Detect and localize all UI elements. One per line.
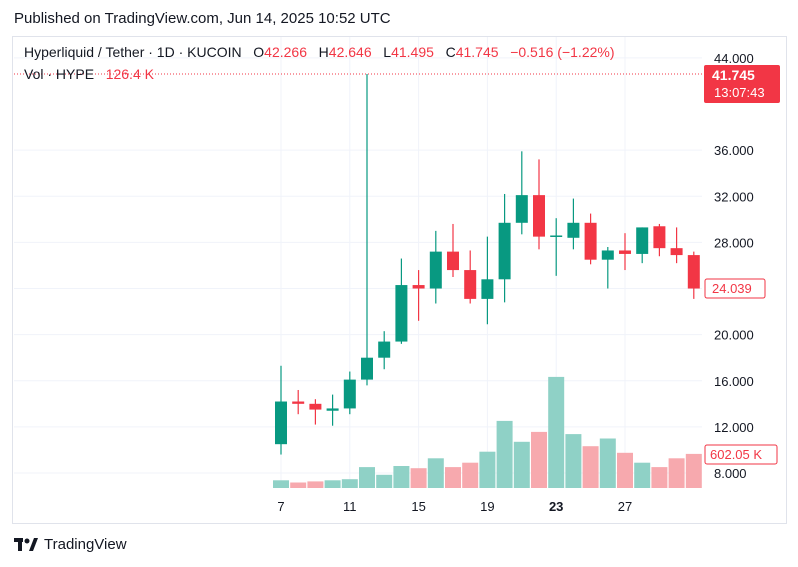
- x-tick-label: 15: [411, 499, 425, 514]
- low-value: 41.495: [391, 44, 434, 60]
- volume-bar: [582, 446, 599, 488]
- symbol-label[interactable]: Hyperliquid / Tether · 1D · KUCOIN: [24, 44, 242, 60]
- footer: TradingView: [14, 536, 127, 553]
- candle-body: [395, 285, 408, 342]
- candle-body: [464, 270, 477, 299]
- volume-legend: Vol · HYPE 126.4 K: [24, 66, 154, 82]
- volume-bar: [496, 420, 513, 488]
- published-note: Published on TradingView.com, Jun 14, 20…: [14, 10, 391, 27]
- volume-bar: [479, 451, 496, 488]
- candle-body: [429, 251, 442, 289]
- candle-body: [412, 285, 425, 289]
- candle-body: [361, 357, 373, 380]
- ohlc-legend: Hyperliquid / Tether · 1D · KUCOIN O42.2…: [24, 44, 615, 60]
- close-value: 41.745: [455, 44, 499, 60]
- volume-bar: [341, 479, 358, 488]
- volume-bar: [273, 480, 289, 488]
- low-label: L: [383, 44, 392, 60]
- volume-marker-box: [704, 444, 778, 465]
- candle-body: [653, 226, 666, 249]
- high-value: 42.646: [328, 44, 372, 60]
- volume-marker-label: 602.05 K: [710, 447, 762, 462]
- volume-value: 126.4 K: [105, 66, 154, 82]
- y-tick-label: 32.000: [714, 189, 754, 204]
- volume-bar: [462, 462, 479, 488]
- tradingview-logo-icon[interactable]: [14, 537, 38, 552]
- candle-body: [292, 401, 305, 404]
- countdown-label: 13:07:43: [714, 85, 765, 100]
- volume-bar: [565, 434, 582, 488]
- volume-bar: [359, 467, 375, 488]
- candle-body: [515, 195, 528, 223]
- y-tick-label: 8.000: [714, 466, 747, 481]
- high-label: H: [318, 44, 329, 60]
- x-tick-label: 23: [549, 499, 563, 514]
- candle-body: [619, 250, 631, 254]
- chart-frame: [12, 36, 787, 524]
- volume-label[interactable]: Vol · HYPE: [24, 66, 95, 82]
- y-tick-label: 12.000: [714, 420, 754, 435]
- volume-bar: [445, 467, 461, 488]
- last-price-box: [704, 65, 780, 104]
- y-tick-label: 44.000: [714, 51, 754, 66]
- y-tick-label: 28.000: [714, 235, 754, 250]
- volume-bar: [393, 466, 410, 488]
- volume-bar: [599, 438, 616, 488]
- candle-body: [309, 403, 322, 410]
- open-label: O: [253, 44, 265, 60]
- candle-body: [670, 248, 683, 256]
- volume-bar: [324, 480, 341, 488]
- volume-bar: [548, 376, 565, 488]
- candle-body: [533, 195, 545, 237]
- volume-bar: [634, 462, 651, 488]
- candle-body: [275, 401, 287, 445]
- volume-bar: [685, 453, 702, 488]
- candle-body: [687, 255, 700, 289]
- candle-body: [343, 379, 356, 409]
- x-tick-label: 27: [618, 499, 632, 514]
- close-marker-label: 24.039: [712, 281, 752, 296]
- candle-body: [567, 222, 580, 238]
- volume-bar: [651, 467, 668, 488]
- candle-body: [636, 227, 649, 254]
- close-marker-box: [704, 278, 766, 299]
- candle-body: [498, 222, 511, 280]
- volume-bar: [531, 431, 547, 488]
- x-tick-label: 7: [277, 499, 284, 514]
- volume-bar: [307, 481, 324, 488]
- candle-body: [550, 235, 563, 237]
- tradingview-brand: TradingView: [44, 536, 127, 553]
- volume-bar: [410, 468, 427, 488]
- volume-bar: [513, 441, 530, 488]
- y-tick-label: 16.000: [714, 374, 754, 389]
- volume-bar: [376, 474, 393, 488]
- volume-bar: [617, 452, 633, 488]
- close-label: C: [445, 44, 456, 60]
- volume-bar: [668, 458, 685, 488]
- change-value: −0.516 (−1.22%): [510, 44, 615, 60]
- candle-body: [378, 341, 391, 358]
- y-tick-label: 36.000: [714, 143, 754, 158]
- candle-body: [584, 222, 597, 260]
- candle-body: [326, 408, 339, 411]
- last-price-label: 41.745: [712, 67, 755, 83]
- x-tick-label: 11: [343, 499, 357, 514]
- volume-bar: [290, 482, 307, 488]
- volume-bar: [427, 458, 444, 488]
- candle-body: [481, 279, 494, 299]
- open-value: 42.266: [264, 44, 307, 60]
- candle-body: [601, 250, 614, 260]
- x-tick-label: 19: [480, 499, 494, 514]
- candle-body: [447, 251, 459, 271]
- y-tick-label: 20.000: [714, 328, 754, 343]
